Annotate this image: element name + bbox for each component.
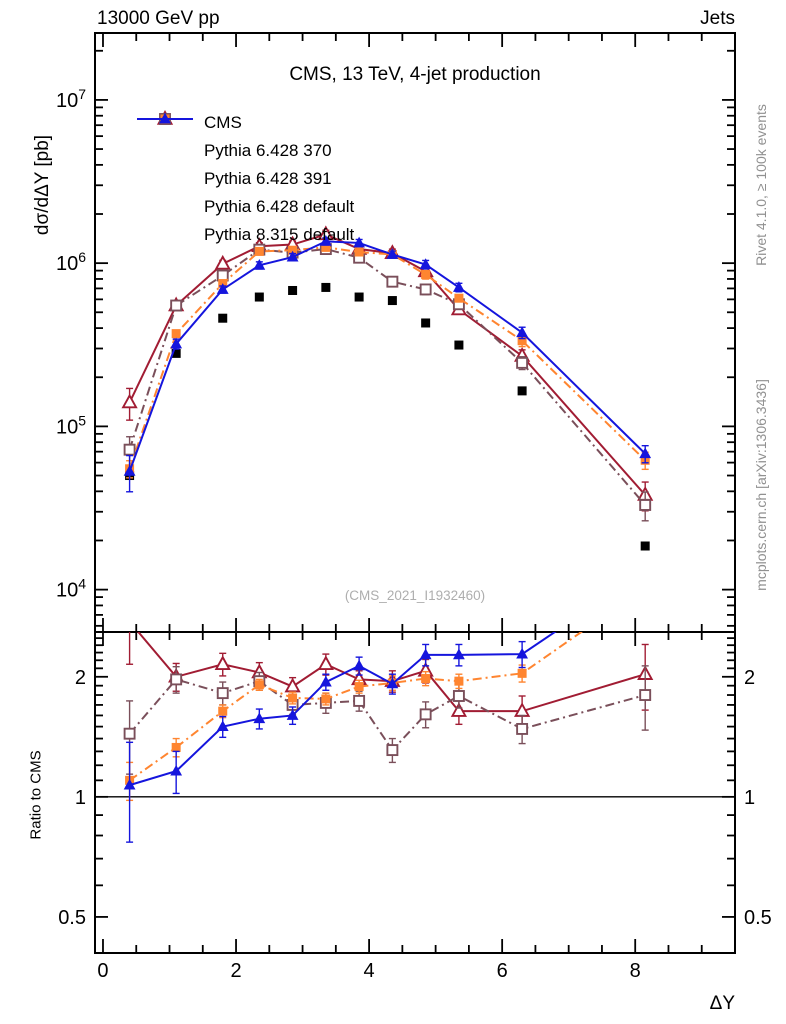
- legend-label-pythia-6428-default: Pythia 6.428 default: [204, 197, 355, 216]
- plot-title: CMS, 13 TeV, 4-jet production: [289, 64, 541, 85]
- svg-text:0: 0: [97, 960, 108, 982]
- ratio-y-axis-title: Ratio to CMS: [27, 750, 45, 840]
- svg-text:2: 2: [230, 960, 241, 982]
- legend-label-pythia-6428-391: Pythia 6.428 391: [204, 169, 332, 188]
- svg-text:0.5: 0.5: [58, 907, 86, 929]
- series-pythia-6-428-391: [123, 243, 652, 775]
- legend-item-pythia-6428-370: Pythia 6.428 370: [136, 110, 354, 165]
- main-y-axis-title: dσ/dΔY [pb]: [32, 134, 53, 236]
- rivet-version-label: Rivet 4.1.0, ≥ 100k events: [753, 104, 769, 266]
- svg-text:2: 2: [744, 667, 755, 689]
- svg-text:104: 104: [56, 576, 86, 602]
- legend-label-pythia-8315-default: Pythia 8.315 default: [204, 225, 355, 244]
- svg-text:4: 4: [364, 960, 375, 982]
- series-pythia-6-428-370: [121, 225, 654, 729]
- svg-text:0.5: 0.5: [744, 907, 772, 929]
- x-axis-title: ΔY: [709, 993, 735, 1014]
- svg-text:106: 106: [56, 249, 86, 275]
- legend-label-pythia-6428-370: Pythia 6.428 370: [204, 141, 332, 160]
- series-pythia-6-428-default: [125, 242, 650, 802]
- svg-text:1: 1: [744, 787, 755, 809]
- legend-label-cms: CMS: [204, 113, 242, 132]
- legend-item-pythia-6428-default: Pythia 6.428 default: [136, 114, 355, 221]
- legend-marker-pythia-6428-default: [136, 114, 194, 217]
- legend-item-pythia-8315-default: Pythia 8.315 default: [136, 112, 355, 249]
- axis-tick-labels: 107 106 105 104 2 2 1 1 0.5 0.5 0 2 4 6 8: [56, 86, 772, 982]
- analysis-id-watermark: (CMS_2021_I1932460): [344, 588, 486, 603]
- svg-text:6: 6: [497, 960, 508, 982]
- svg-text:105: 105: [56, 412, 86, 438]
- svg-text:2: 2: [75, 667, 86, 689]
- svg-text:107: 107: [56, 86, 86, 112]
- series-cms: [125, 282, 650, 551]
- series-pythia-8-315-default: [123, 235, 652, 843]
- legend: CMS Pythia 6.428 370 Pythia 6.428 391 Py…: [136, 109, 354, 249]
- svg-text:1: 1: [75, 787, 86, 809]
- ratio-panel-frame: [94, 631, 736, 954]
- mcplots-reference-label: mcplots.cern.ch [arXiv:1306.3436]: [753, 379, 769, 591]
- axis-ticks: [95, 33, 735, 953]
- legend-item-pythia-6428-391: Pythia 6.428 391: [136, 113, 354, 193]
- legend-marker-pythia-6428-370: [136, 110, 194, 161]
- beam-energy-label: 13000 GeV pp: [97, 8, 220, 29]
- svg-text:8: 8: [630, 960, 641, 982]
- legend-marker-pythia-8315-default: [136, 112, 194, 245]
- legend-marker-pythia-6428-391: [136, 113, 194, 189]
- analysis-group-label: Jets: [700, 8, 735, 29]
